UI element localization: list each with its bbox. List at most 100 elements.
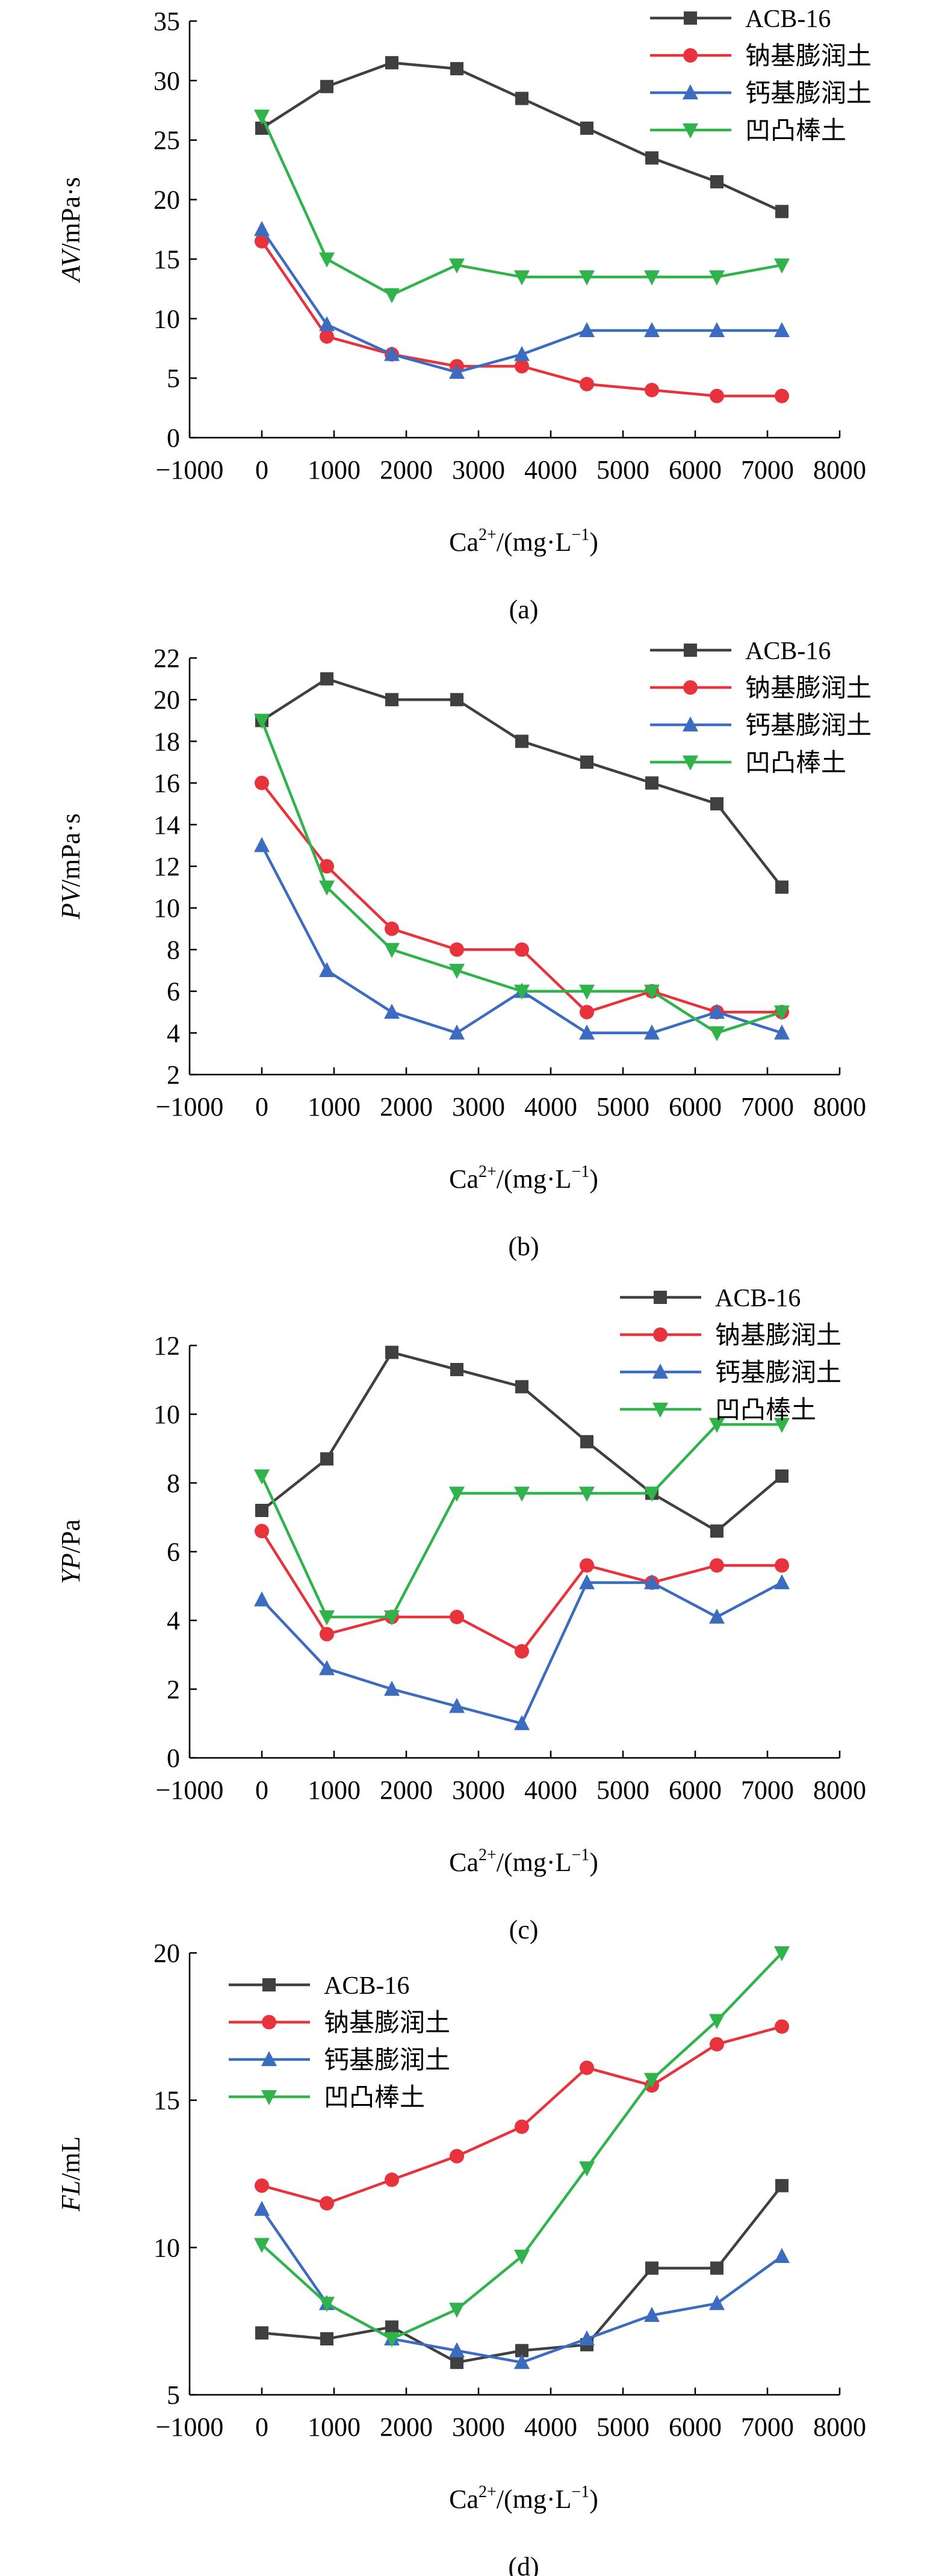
- data-point: [774, 1005, 790, 1021]
- data-point: [579, 984, 595, 1000]
- data-point: [255, 234, 269, 249]
- x-tick-label: 8000: [813, 455, 866, 485]
- legend-marker: [683, 716, 698, 731]
- data-point: [254, 1591, 270, 1607]
- y-tick-label: 8: [167, 1468, 180, 1498]
- data-point: [515, 92, 528, 105]
- data-point: [254, 221, 270, 236]
- data-point: [255, 1504, 268, 1517]
- y-tick-label: 5: [167, 364, 180, 393]
- data-point: [449, 1024, 465, 1040]
- y-tick-label: 8: [167, 935, 180, 964]
- series-1: [255, 775, 789, 1020]
- x-tick-label: 3000: [452, 1092, 505, 1122]
- y-tick-label: 0: [167, 1743, 180, 1773]
- x-tick-label: 3000: [452, 2412, 505, 2442]
- y-axis-label: PV/mPa·s: [56, 813, 85, 920]
- data-point: [514, 270, 530, 286]
- legend-label: ACB-16: [745, 5, 831, 33]
- x-tick-label: 5000: [596, 2412, 649, 2442]
- legend-label: 凹凸棒土: [745, 750, 846, 777]
- y-tick-label: 2: [167, 1675, 180, 1704]
- series-3: [254, 1946, 790, 2348]
- data-point: [775, 388, 789, 403]
- series-0: [255, 56, 788, 219]
- series-line: [261, 1351, 783, 1533]
- data-point: [384, 943, 400, 958]
- x-tick-label: 1000: [308, 1092, 361, 1122]
- data-point: [450, 2149, 464, 2164]
- x-tick-label: 6000: [669, 1775, 722, 1805]
- data-point: [319, 2297, 335, 2312]
- series-1: [255, 1524, 789, 1659]
- data-point: [645, 776, 658, 790]
- x-tick-label: 0: [255, 1092, 268, 1122]
- data-point: [580, 377, 594, 392]
- legend-label: 凹凸棒土: [745, 117, 846, 145]
- data-point: [709, 2295, 725, 2311]
- data-point: [515, 1644, 529, 1659]
- legend-label: 凹凸棒土: [324, 2084, 425, 2112]
- data-point: [384, 1004, 400, 1019]
- data-point: [709, 1004, 725, 1019]
- data-point: [319, 316, 335, 332]
- data-point: [385, 1345, 398, 1359]
- data-point: [710, 388, 724, 403]
- y-tick-label: 30: [153, 66, 180, 96]
- series-2: [254, 1574, 790, 1730]
- series-1: [255, 2019, 789, 2211]
- legend-marker: [683, 48, 698, 63]
- y-tick-label: 12: [153, 1331, 180, 1361]
- data-point: [710, 2037, 724, 2052]
- data-point: [644, 322, 660, 338]
- x-axis-label: Ca2+/(mg·L−1): [449, 1162, 598, 1194]
- data-point: [579, 270, 595, 286]
- x-tick-label: −1000: [156, 2412, 224, 2442]
- x-tick-label: 2000: [380, 1775, 433, 1805]
- y-tick-label: 10: [153, 2233, 180, 2262]
- data-point: [255, 2178, 269, 2193]
- data-point: [254, 110, 270, 125]
- data-point: [644, 984, 660, 1000]
- data-point: [775, 1469, 788, 1483]
- x-tick-label: 0: [255, 1775, 268, 1805]
- y-tick-label: 10: [153, 304, 180, 334]
- x-tick-label: 5000: [596, 455, 649, 485]
- data-point: [449, 364, 465, 379]
- y-tick-label: 4: [167, 1019, 180, 1048]
- series-line: [261, 2185, 783, 2364]
- data-point: [709, 1026, 725, 1041]
- data-point: [255, 2326, 268, 2340]
- data-point: [774, 1024, 790, 1040]
- x-tick-label: 6000: [669, 2412, 722, 2442]
- data-point: [255, 1524, 269, 1539]
- data-point: [775, 880, 788, 894]
- legend-marker: [262, 2015, 276, 2029]
- data-point: [320, 329, 334, 344]
- data-point: [515, 734, 528, 748]
- series-line: [260, 1423, 782, 1619]
- data-point: [579, 2161, 595, 2177]
- data-point: [580, 121, 593, 135]
- series-line: [261, 61, 782, 213]
- data-point: [449, 2303, 465, 2318]
- y-tick-label: 14: [153, 810, 180, 840]
- y-axis-label-symbol: YP: [56, 1553, 85, 1584]
- data-point: [449, 1698, 465, 1713]
- legend-label: 凹凸棒土: [715, 1397, 816, 1424]
- y-tick-label: 6: [167, 977, 180, 1007]
- data-point: [385, 2320, 398, 2334]
- data-point: [710, 1524, 723, 1538]
- series-3: [254, 713, 790, 1041]
- legend-label: ACB-16: [715, 1285, 801, 1312]
- legend-marker: [683, 84, 698, 99]
- data-point: [320, 79, 333, 93]
- data-point: [384, 346, 400, 361]
- data-point: [385, 693, 398, 707]
- legend-marker: [653, 1327, 668, 1342]
- x-tick-label: 0: [255, 2412, 268, 2442]
- y-axis-label-symbol: AV: [56, 247, 85, 284]
